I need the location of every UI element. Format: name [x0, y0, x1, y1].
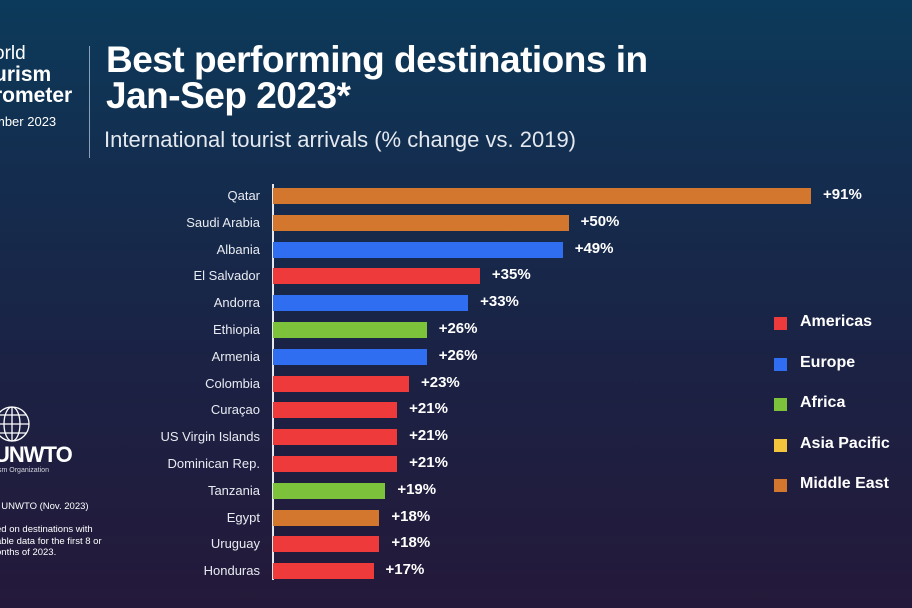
- title-line-2: Jan-Sep 2023*: [106, 75, 351, 116]
- category-label: Qatar: [227, 188, 260, 203]
- category-label: US Virgin Islands: [160, 429, 260, 445]
- category-label: Colombia: [205, 375, 260, 391]
- bar: [273, 536, 380, 553]
- value-label: +91%: [823, 186, 862, 203]
- bar: [273, 268, 480, 285]
- footnote: ed on destinations with able data for th…: [0, 524, 102, 558]
- category-label: Armenia: [211, 348, 260, 364]
- legend-label: Asia Pacific: [800, 434, 890, 452]
- bar: [273, 188, 811, 204]
- brand-line-1: orld: [0, 43, 26, 64]
- value-label: +18%: [391, 534, 431, 552]
- value-label: +26%: [438, 346, 478, 364]
- bar: [273, 509, 380, 526]
- legend-label: Africa: [800, 394, 846, 411]
- unwto-logo-subtext: sm Organization: [0, 467, 49, 474]
- bar: [273, 241, 563, 258]
- category-label: Dominican Rep.: [167, 456, 261, 471]
- bar: [273, 348, 427, 365]
- bar: [273, 214, 569, 231]
- category-label: Uruguay: [210, 536, 260, 552]
- unwto-logo-text: UNWTO: [0, 442, 73, 467]
- bar: [273, 295, 469, 312]
- brand-line-2: urism: [0, 63, 52, 86]
- category-label: Curaçao: [210, 402, 260, 418]
- legend-swatch: [774, 438, 787, 452]
- y-axis-line: [272, 184, 274, 580]
- category-label: Egypt: [226, 509, 260, 525]
- bar: [273, 456, 398, 472]
- value-label: +21%: [409, 400, 448, 418]
- bar: [273, 563, 374, 580]
- category-label: Ethiopia: [213, 322, 260, 337]
- chart-title: Best performing destinations in Jan-Sep …: [106, 39, 648, 116]
- header-divider: [89, 46, 90, 158]
- legend-swatch: [774, 398, 787, 411]
- value-label: +19%: [397, 480, 437, 498]
- bar: [273, 429, 398, 446]
- legend-swatch: [774, 357, 787, 371]
- value-label: +21%: [409, 427, 448, 445]
- brand-date: mber 2023: [0, 114, 57, 129]
- bar: [273, 322, 427, 338]
- chart-subtitle: International tourist arrivals (% change…: [104, 127, 577, 152]
- category-label: Honduras: [203, 563, 260, 579]
- category-label: Tanzania: [207, 482, 260, 498]
- legend-label: Middle East: [800, 475, 889, 492]
- category-label: Andorra: [213, 295, 260, 311]
- category-label: Saudi Arabia: [186, 214, 260, 230]
- value-label: +17%: [385, 561, 425, 579]
- title-line-1: Best performing destinations in: [106, 39, 648, 80]
- bar: [273, 375, 409, 392]
- value-label: +49%: [574, 239, 614, 257]
- value-label: +18%: [391, 507, 431, 525]
- barometer-brand: orld urism rometer mber 2023: [0, 43, 90, 130]
- category-label: El Salvador: [193, 268, 260, 284]
- bar: [273, 482, 386, 499]
- legend-swatch: [774, 479, 787, 492]
- value-label: +33%: [480, 293, 519, 311]
- value-label: +35%: [491, 266, 531, 284]
- legend-label: Americas: [800, 313, 873, 330]
- legend-swatch: [774, 317, 787, 330]
- legend-label: Europe: [800, 353, 856, 371]
- value-label: +26%: [438, 320, 478, 337]
- category-label: Albania: [216, 241, 260, 257]
- brand-line-3: rometer: [0, 84, 73, 107]
- value-label: +50%: [580, 212, 620, 230]
- source-note: : UNWTO (Nov. 2023): [0, 501, 89, 512]
- value-label: +21%: [409, 454, 448, 471]
- globe-icon: [0, 406, 30, 442]
- bar: [273, 402, 398, 419]
- value-label: +23%: [420, 373, 460, 391]
